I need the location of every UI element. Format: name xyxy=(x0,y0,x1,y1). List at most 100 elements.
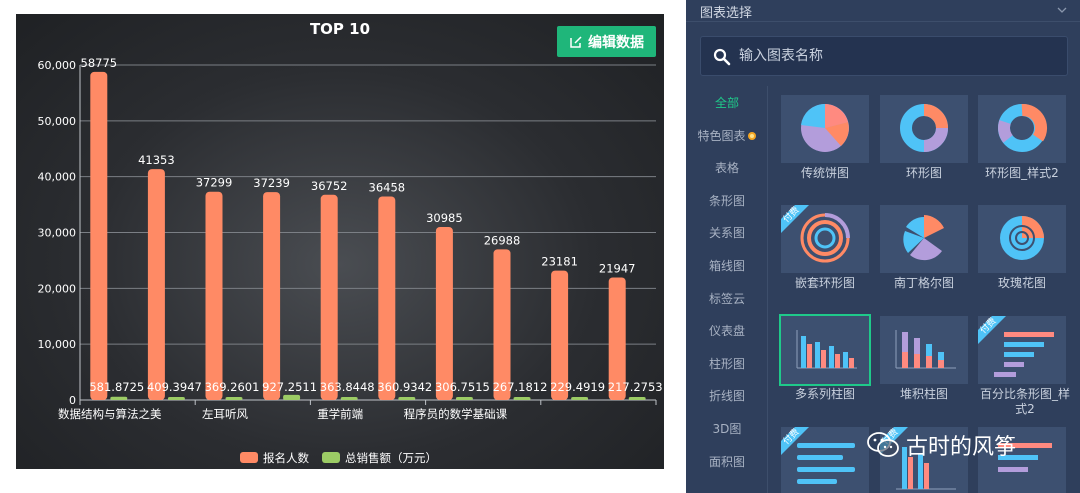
category-item[interactable]: 全部 xyxy=(686,88,768,118)
hot-icon xyxy=(747,131,756,140)
chart-card[interactable]: 付费 xyxy=(978,316,1066,384)
chart-card[interactable] xyxy=(978,427,1066,493)
bar-enrollment xyxy=(263,192,281,400)
category-item[interactable]: 表格 xyxy=(686,153,768,183)
chart-card[interactable] xyxy=(978,205,1066,273)
chart-search-input[interactable] xyxy=(739,37,1059,75)
search-icon xyxy=(713,48,731,66)
chart-card-label: 传统饼图 xyxy=(800,166,849,180)
chart-card[interactable] xyxy=(880,205,968,273)
data-label-revenue: 927.2511 xyxy=(262,380,317,394)
chart-card[interactable] xyxy=(779,314,871,386)
hbar-thumbnail-icon xyxy=(781,427,855,484)
bar-revenue xyxy=(398,397,416,400)
bar-enrollment xyxy=(378,196,396,400)
category-item[interactable]: 仪表盘 xyxy=(686,316,768,346)
stackbar-thumbnail-icon xyxy=(895,330,956,369)
category-label: 面积图 xyxy=(708,454,745,469)
legend-swatch xyxy=(322,452,340,463)
chart-card[interactable] xyxy=(978,95,1066,163)
chart-card-label: 百分比条形图_样式2 xyxy=(980,387,1071,416)
edit-icon xyxy=(570,35,582,48)
data-label-enrollment: 58775 xyxy=(81,56,118,70)
data-label-revenue: 229.4919 xyxy=(550,380,605,394)
nested-thumbnail-icon xyxy=(781,205,850,263)
bar-enrollment xyxy=(320,194,338,400)
category-item[interactable]: 面积图 xyxy=(686,447,768,477)
donut2-thumbnail-icon xyxy=(998,104,1048,152)
bar-revenue xyxy=(167,397,185,400)
y-tick-label: 40,000 xyxy=(38,171,77,184)
category-item[interactable]: 条形图 xyxy=(686,186,768,216)
data-label-revenue: 581.8725 xyxy=(89,380,144,394)
wechat-watermark: 古时的风筝 xyxy=(866,427,1066,463)
category-label: 箱线图 xyxy=(708,259,745,273)
bar-revenue xyxy=(628,397,646,400)
chart-title: TOP 10 xyxy=(310,20,370,38)
category-item[interactable]: 标签云 xyxy=(686,284,768,314)
chevron-down-icon[interactable] xyxy=(1056,4,1068,16)
category-label: 3D图 xyxy=(712,422,742,436)
chart-card[interactable]: 付费 xyxy=(781,427,869,493)
multibar-thumbnail-icon xyxy=(796,330,857,369)
rose-thumbnail-icon xyxy=(1000,216,1044,260)
data-label-enrollment: 26988 xyxy=(484,233,521,247)
chart-card[interactable] xyxy=(880,95,968,163)
category-item[interactable]: 关系图 xyxy=(686,218,768,248)
category-label: 标签云 xyxy=(708,291,745,306)
nightingale-thumbnail-icon xyxy=(903,215,944,261)
wechat-logo-icon xyxy=(867,432,899,457)
data-label-revenue: 369.2601 xyxy=(205,380,260,394)
chart-picker-header[interactable]: 图表选择 xyxy=(686,0,1080,22)
bar-chart: TOP 10 0 10,000 20,000 30,000 40,000 50,000 60,… xyxy=(38,20,663,465)
bar-enrollment xyxy=(551,270,569,400)
data-label-revenue: 217.2753 xyxy=(608,380,663,394)
category-item[interactable]: 箱线图 xyxy=(686,251,768,281)
y-tick-label: 50,000 xyxy=(38,115,77,128)
bar-enrollment xyxy=(205,191,223,400)
bar-enrollment xyxy=(435,227,453,400)
category-label: 柱形图 xyxy=(708,356,745,371)
category-item[interactable]: 3D图 xyxy=(686,414,768,444)
chart-card-label: 玫瑰花图 xyxy=(997,276,1046,290)
chart-card-label: 堆积柱图 xyxy=(899,387,948,401)
pctbar-thumbnail-icon xyxy=(978,316,1054,377)
y-tick-label: 0 xyxy=(69,394,76,407)
bar-revenue xyxy=(340,397,358,400)
bar-revenue xyxy=(283,394,301,400)
data-label-enrollment: 37299 xyxy=(196,176,233,190)
donut-thumbnail-icon xyxy=(900,104,948,152)
x-tick-label: 数据结构与算法之美 xyxy=(58,407,162,421)
data-label-revenue: 360.9342 xyxy=(377,380,432,394)
chart-card-label: 南丁格尔图 xyxy=(893,276,954,290)
category-label: 关系图 xyxy=(708,226,745,241)
edit-data-button[interactable]: 编辑数据 xyxy=(557,26,656,57)
bar-enrollment xyxy=(608,277,626,400)
category-label: 仪表盘 xyxy=(708,324,745,339)
category-item[interactable]: 折线图 xyxy=(686,381,768,411)
chart-card[interactable]: 付费 xyxy=(781,205,869,273)
chart-card[interactable]: 付费 xyxy=(880,427,968,493)
category-label: 全部 xyxy=(714,96,739,110)
chart-card-label: 多系列柱图 xyxy=(794,387,855,401)
category-label: 条形图 xyxy=(708,193,745,208)
data-label-enrollment: 23181 xyxy=(541,255,578,269)
bar-enrollment xyxy=(147,169,165,400)
chart-card[interactable] xyxy=(880,316,968,384)
chart-panel: TOP 10 0 10,000 20,000 30,000 40,000 50,000 60,… xyxy=(16,14,664,469)
x-tick-label: 重学前端 xyxy=(317,407,363,421)
edit-data-label: 编辑数据 xyxy=(588,34,644,51)
legend-label: 报名人数 xyxy=(263,451,309,465)
chart-card-label: 环形图 xyxy=(905,166,942,180)
chart-card[interactable] xyxy=(781,95,869,163)
category-item[interactable]: 特色图表 xyxy=(686,121,768,151)
bar-enrollment xyxy=(493,249,511,400)
x-tick-label: 程序员的数学基础课 xyxy=(404,407,508,421)
category-item[interactable]: 柱形图 xyxy=(686,349,768,379)
y-tick-label: 20,000 xyxy=(38,282,77,295)
legend-swatch xyxy=(240,452,258,463)
category-list: 全部特色图表 表格条形图关系图箱线图标签云仪表盘柱形图折线图 3D图面积图 xyxy=(686,86,768,493)
bar-enrollment xyxy=(90,71,108,400)
